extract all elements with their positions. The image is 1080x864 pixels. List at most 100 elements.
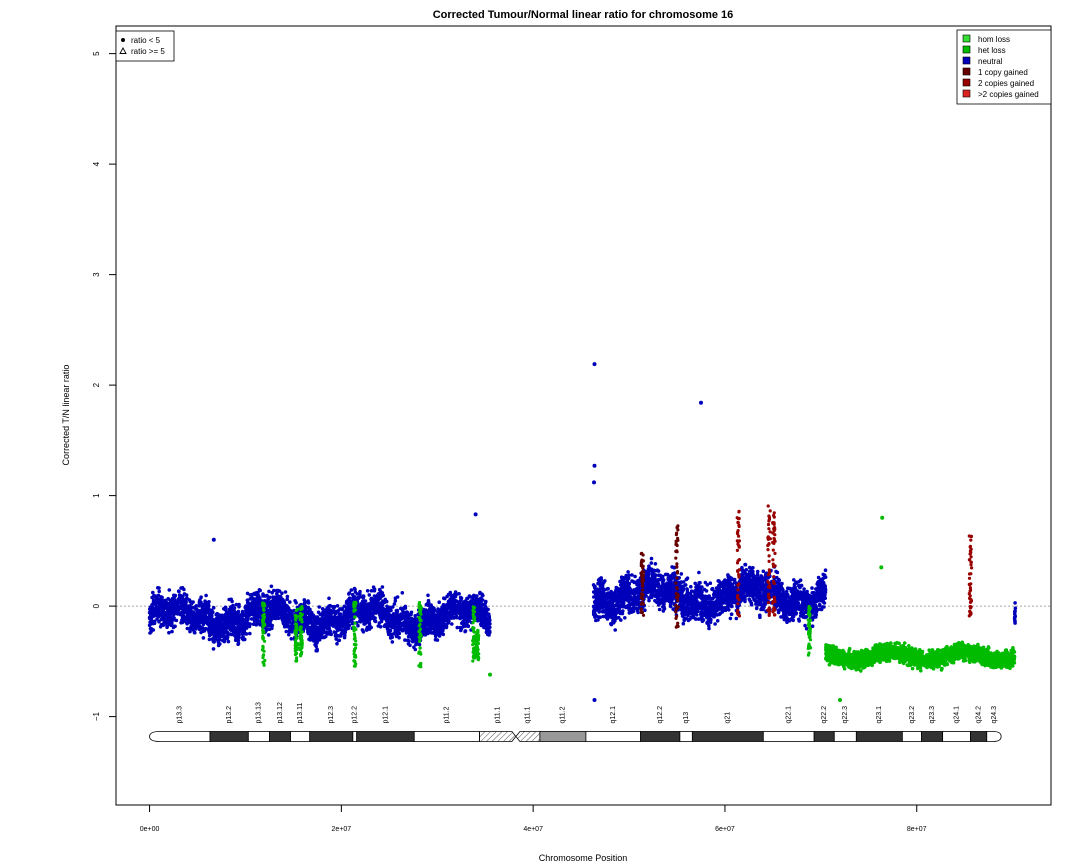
data-point	[361, 630, 366, 634]
data-point	[207, 637, 212, 642]
data-point	[463, 618, 468, 622]
data-point	[345, 605, 349, 610]
data-point	[619, 575, 624, 579]
data-point	[412, 617, 417, 621]
data-point	[441, 611, 445, 615]
data-point	[252, 609, 256, 614]
data-point	[148, 611, 153, 616]
data-point	[278, 594, 283, 599]
data-point	[685, 576, 690, 580]
data-point	[613, 628, 617, 632]
data-point	[463, 629, 467, 634]
data-point	[432, 625, 436, 629]
data-point	[228, 632, 232, 636]
data-point	[275, 597, 279, 602]
data-point	[241, 637, 246, 642]
data-point	[433, 629, 437, 634]
data-point	[226, 614, 231, 618]
data-point	[151, 590, 155, 595]
data-point	[172, 606, 177, 611]
data-point	[254, 623, 259, 627]
data-point	[197, 603, 202, 607]
data-point	[385, 604, 389, 609]
data-point	[319, 620, 324, 624]
data-point	[373, 601, 378, 606]
data-point	[477, 612, 482, 616]
data-point	[240, 614, 245, 618]
data-point	[649, 561, 654, 565]
data-point	[400, 623, 404, 628]
data-point	[406, 621, 410, 625]
data-point	[485, 622, 490, 626]
data-point	[201, 636, 206, 640]
data-point	[173, 624, 177, 629]
data-point	[400, 591, 405, 595]
data-point	[384, 608, 389, 612]
data-point	[320, 607, 325, 611]
data-point	[171, 618, 176, 622]
data-point	[465, 596, 470, 601]
data-point	[361, 594, 366, 598]
data-point	[334, 637, 339, 641]
data-point	[247, 610, 251, 614]
data-point	[400, 628, 405, 633]
data-point	[164, 606, 169, 610]
data-point	[377, 587, 382, 592]
data-point	[167, 588, 172, 592]
data-point	[302, 598, 307, 602]
data-point	[267, 589, 271, 594]
data-point	[394, 612, 399, 616]
data-point	[382, 624, 387, 628]
data-point	[358, 610, 363, 615]
data-point	[282, 606, 287, 610]
data-point	[347, 592, 351, 596]
data-point	[167, 630, 171, 635]
data-point	[479, 623, 484, 628]
data-point	[265, 616, 270, 621]
data-point	[287, 632, 291, 637]
data-point	[392, 602, 397, 606]
data-point	[182, 607, 186, 612]
data-point	[487, 612, 491, 616]
data-point	[364, 607, 369, 612]
data-point	[315, 636, 320, 641]
data-point	[348, 605, 353, 609]
data-point	[347, 612, 352, 617]
data-point	[321, 623, 326, 628]
data-point	[347, 623, 352, 628]
data-point	[445, 594, 449, 599]
data-point	[454, 599, 458, 603]
data-point	[473, 594, 478, 598]
data-point	[309, 628, 314, 632]
data-point	[455, 625, 460, 630]
data-point	[207, 622, 212, 627]
data-point	[439, 615, 444, 619]
data-point	[358, 618, 363, 622]
data-point	[477, 617, 482, 622]
data-point	[184, 593, 189, 597]
data-point	[163, 598, 168, 603]
data-point	[242, 628, 247, 633]
data-point	[306, 599, 310, 603]
data-point	[204, 614, 208, 619]
data-point	[485, 632, 490, 637]
data-point	[473, 599, 477, 604]
data-point	[452, 610, 457, 615]
data-point	[157, 599, 162, 604]
data-point	[251, 601, 255, 606]
data-point	[211, 647, 216, 651]
data-point	[274, 603, 279, 607]
data-point	[413, 614, 418, 618]
data-point	[181, 598, 186, 603]
data-point	[193, 612, 198, 617]
data-point	[369, 596, 374, 601]
data-point	[170, 602, 174, 607]
data-point	[437, 600, 442, 604]
data-point	[397, 616, 401, 620]
data-point	[380, 614, 384, 619]
data-point	[288, 620, 292, 624]
data-point	[380, 585, 385, 589]
data-point	[248, 631, 252, 636]
data-point	[343, 633, 347, 638]
